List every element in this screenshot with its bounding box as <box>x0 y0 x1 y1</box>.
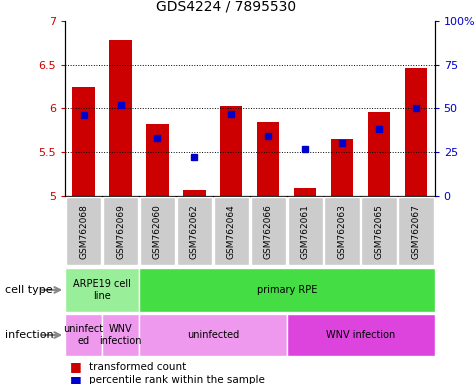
Bar <box>331 139 353 196</box>
Text: GSM762062: GSM762062 <box>190 204 199 259</box>
FancyBboxPatch shape <box>324 197 360 265</box>
FancyBboxPatch shape <box>399 197 434 265</box>
Bar <box>220 106 242 196</box>
Text: ARPE19 cell
line: ARPE19 cell line <box>73 279 131 301</box>
Bar <box>257 122 279 196</box>
Text: GSM762065: GSM762065 <box>375 204 384 259</box>
FancyBboxPatch shape <box>65 268 139 312</box>
Text: GSM762066: GSM762066 <box>264 204 273 259</box>
Text: GSM762068: GSM762068 <box>79 204 88 259</box>
Bar <box>109 40 132 196</box>
FancyBboxPatch shape <box>140 197 175 265</box>
FancyBboxPatch shape <box>177 197 212 265</box>
FancyBboxPatch shape <box>361 197 397 265</box>
Text: GDS4224 / 7895530: GDS4224 / 7895530 <box>156 0 296 13</box>
Text: WNV
infection: WNV infection <box>99 324 142 346</box>
FancyBboxPatch shape <box>287 314 435 356</box>
FancyBboxPatch shape <box>102 314 139 356</box>
Text: GSM762063: GSM762063 <box>338 204 347 259</box>
Text: GSM762069: GSM762069 <box>116 204 125 259</box>
Text: uninfect
ed: uninfect ed <box>64 324 104 346</box>
FancyBboxPatch shape <box>139 268 435 312</box>
FancyBboxPatch shape <box>214 197 249 265</box>
FancyBboxPatch shape <box>251 197 286 265</box>
FancyBboxPatch shape <box>139 314 287 356</box>
Text: infection: infection <box>5 330 53 340</box>
Text: ■: ■ <box>70 374 82 384</box>
Text: percentile rank within the sample: percentile rank within the sample <box>89 375 265 384</box>
Text: primary RPE: primary RPE <box>256 285 317 295</box>
Text: GSM762067: GSM762067 <box>412 204 421 259</box>
Bar <box>368 112 390 196</box>
Text: WNV infection: WNV infection <box>326 330 395 340</box>
Bar <box>73 87 95 196</box>
FancyBboxPatch shape <box>65 314 102 356</box>
Bar <box>405 68 427 196</box>
Text: cell type: cell type <box>5 285 52 295</box>
Bar <box>183 190 206 196</box>
FancyBboxPatch shape <box>103 197 138 265</box>
FancyBboxPatch shape <box>66 197 101 265</box>
Text: GSM762060: GSM762060 <box>153 204 162 259</box>
Text: uninfected: uninfected <box>187 330 239 340</box>
Text: GSM762064: GSM762064 <box>227 204 236 259</box>
FancyBboxPatch shape <box>287 197 323 265</box>
Bar <box>294 188 316 196</box>
Text: ■: ■ <box>70 360 82 373</box>
Bar <box>146 124 169 196</box>
Text: transformed count: transformed count <box>89 362 186 372</box>
Text: GSM762061: GSM762061 <box>301 204 310 259</box>
